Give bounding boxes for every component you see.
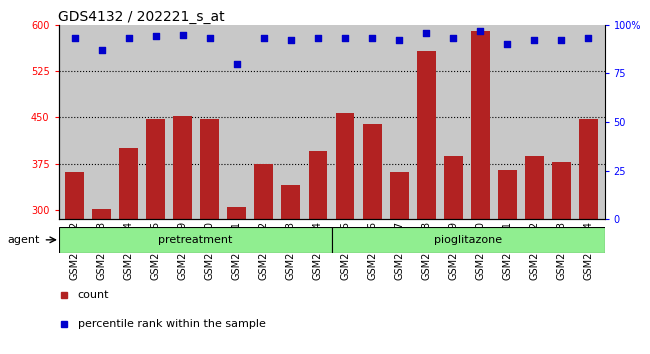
Text: agent: agent [7, 235, 40, 245]
Bar [92, 209, 111, 354]
Point [475, 28, 486, 33]
Bar [174, 116, 192, 354]
FancyBboxPatch shape [332, 227, 604, 253]
FancyBboxPatch shape [58, 227, 332, 253]
Bar [498, 170, 517, 354]
Bar [281, 185, 300, 354]
Point [583, 35, 593, 41]
Point [367, 35, 377, 41]
Point [151, 34, 161, 39]
Point [231, 61, 242, 67]
Bar [309, 152, 328, 354]
Bar [444, 156, 463, 354]
Bar [227, 206, 246, 354]
Text: pretreatment: pretreatment [158, 235, 232, 245]
Point [529, 38, 539, 43]
Bar [578, 119, 598, 354]
Bar [146, 119, 165, 354]
Bar [65, 172, 84, 354]
Point [448, 35, 458, 41]
Point [556, 38, 566, 43]
Text: percentile rank within the sample: percentile rank within the sample [77, 319, 265, 329]
Point [97, 47, 107, 53]
Text: count: count [77, 290, 109, 300]
Bar [363, 124, 382, 354]
Bar [200, 119, 219, 354]
Point [70, 35, 80, 41]
Point [421, 30, 432, 35]
Bar [120, 148, 138, 354]
Point [259, 35, 269, 41]
Point [177, 32, 188, 37]
Point [286, 38, 296, 43]
Text: pioglitazone: pioglitazone [434, 235, 502, 245]
Point [340, 35, 350, 41]
Point [313, 35, 323, 41]
Point [205, 35, 215, 41]
Point [502, 41, 512, 47]
Bar [525, 156, 543, 354]
Point [124, 35, 134, 41]
Point [394, 38, 404, 43]
Bar [335, 113, 354, 354]
Bar [389, 172, 409, 354]
Bar [417, 51, 436, 354]
Bar [471, 31, 489, 354]
Bar [254, 164, 274, 354]
Bar [552, 162, 571, 354]
Text: GDS4132 / 202221_s_at: GDS4132 / 202221_s_at [58, 10, 225, 24]
